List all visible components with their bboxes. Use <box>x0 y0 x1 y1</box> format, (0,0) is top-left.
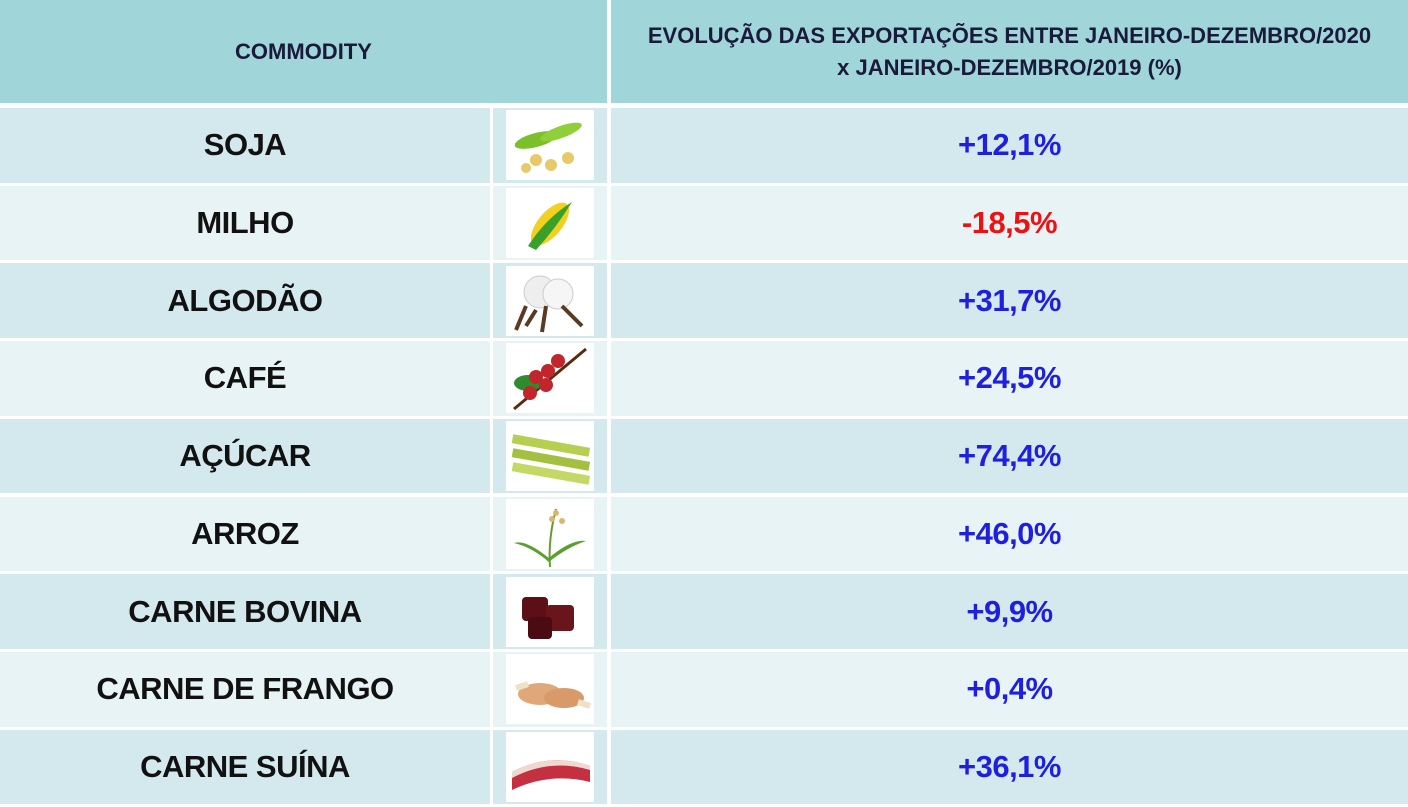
icon-cell <box>493 341 607 416</box>
commodity-icon <box>506 654 594 725</box>
icon-cell <box>493 729 607 805</box>
evolution-value: +12,1% <box>611 108 1408 183</box>
icon-cell <box>493 108 607 183</box>
header-commodity: COMMODITY <box>0 0 607 103</box>
evolution-value: +46,0% <box>611 496 1408 572</box>
evolution-value: +9,9% <box>611 574 1408 649</box>
header-evolution: EVOLUÇÃO DAS EXPORTAÇÕES ENTRE JANEIRO-D… <box>611 0 1408 103</box>
commodity-name: MILHO <box>0 185 490 261</box>
commodity-icon <box>506 265 594 336</box>
evolution-value: +31,7% <box>611 263 1408 339</box>
icon-cell <box>493 418 607 494</box>
commodity-name: CARNE SUÍNA <box>0 729 490 805</box>
commodity-name: CAFÉ <box>0 341 490 416</box>
commodity-icon <box>506 498 594 569</box>
icon-cell <box>493 651 607 727</box>
commodity-icon <box>506 110 594 181</box>
commodity-name: CARNE DE FRANGO <box>0 651 490 727</box>
evolution-value: +24,5% <box>611 341 1408 416</box>
evolution-value: -18,5% <box>611 185 1408 261</box>
evolution-value: +74,4% <box>611 418 1408 494</box>
commodity-icon <box>506 188 594 259</box>
commodity-icon <box>506 731 594 802</box>
evolution-value: +0,4% <box>611 651 1408 727</box>
commodity-icon <box>506 576 594 647</box>
icon-cell <box>493 496 607 572</box>
icon-cell <box>493 263 607 339</box>
icon-cell <box>493 185 607 261</box>
commodity-name: AÇÚCAR <box>0 418 490 494</box>
commodity-icon <box>506 343 594 414</box>
commodity-name: SOJA <box>0 108 490 183</box>
commodity-name: CARNE BOVINA <box>0 574 490 649</box>
commodity-icon <box>506 421 594 492</box>
commodity-name: ALGODÃO <box>0 263 490 339</box>
icon-cell <box>493 574 607 649</box>
commodity-name: ARROZ <box>0 496 490 572</box>
evolution-value: +36,1% <box>611 729 1408 805</box>
